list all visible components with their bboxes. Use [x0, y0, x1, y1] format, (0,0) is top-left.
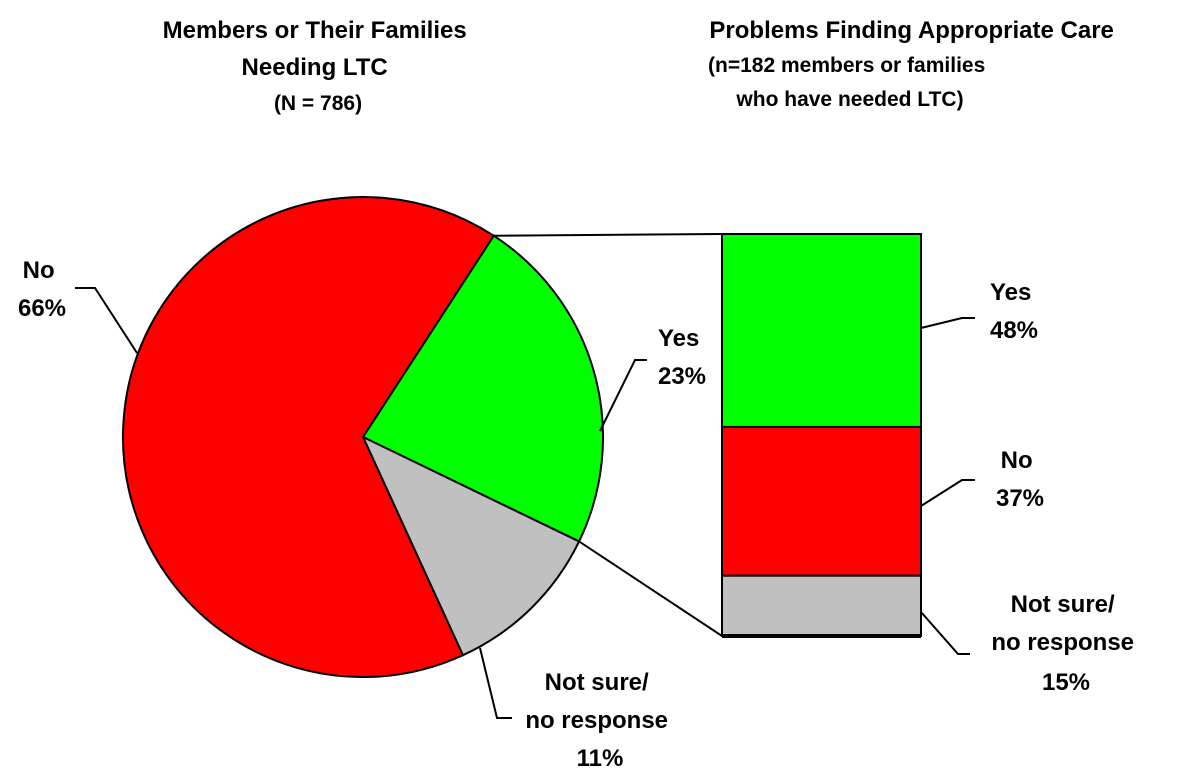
bar-label-not-sure: Not sure/ no response 15% [991, 591, 1140, 696]
leader-line-yes [599, 359, 647, 432]
bar-label-yes: Yes 48% [990, 279, 1038, 344]
pie-title: Members or Their Families Needing LTC (N… [163, 17, 474, 115]
pie-label-not-sure: Not sure/ no response 11% [525, 669, 674, 770]
leader-line-no [75, 287, 138, 354]
bar-segment-not-sure [721, 574, 922, 638]
stacked-bar-chart [721, 233, 922, 638]
pie-label-no: No 66% [18, 257, 66, 322]
bar-segment-no [721, 425, 922, 577]
connector-bottom [578, 540, 723, 637]
bar-label-no: No 37% [996, 447, 1044, 512]
pie-chart [122, 196, 604, 679]
leader-line-not-sure [479, 647, 512, 719]
bar-title: Problems Finding Appropriate Care (n=182… [708, 17, 1121, 111]
leader-line-bar-no [920, 479, 975, 507]
pie-label-yes: Yes 23% [658, 325, 706, 390]
leader-line-bar-yes [920, 317, 975, 329]
connector-lines [493, 233, 723, 637]
bar-segment-yes [721, 233, 922, 428]
leader-line-bar-not-sure [920, 611, 970, 655]
pie-slice-not-sure [360, 434, 581, 657]
pie-slice-no [122, 196, 496, 679]
connector-top [493, 233, 723, 237]
